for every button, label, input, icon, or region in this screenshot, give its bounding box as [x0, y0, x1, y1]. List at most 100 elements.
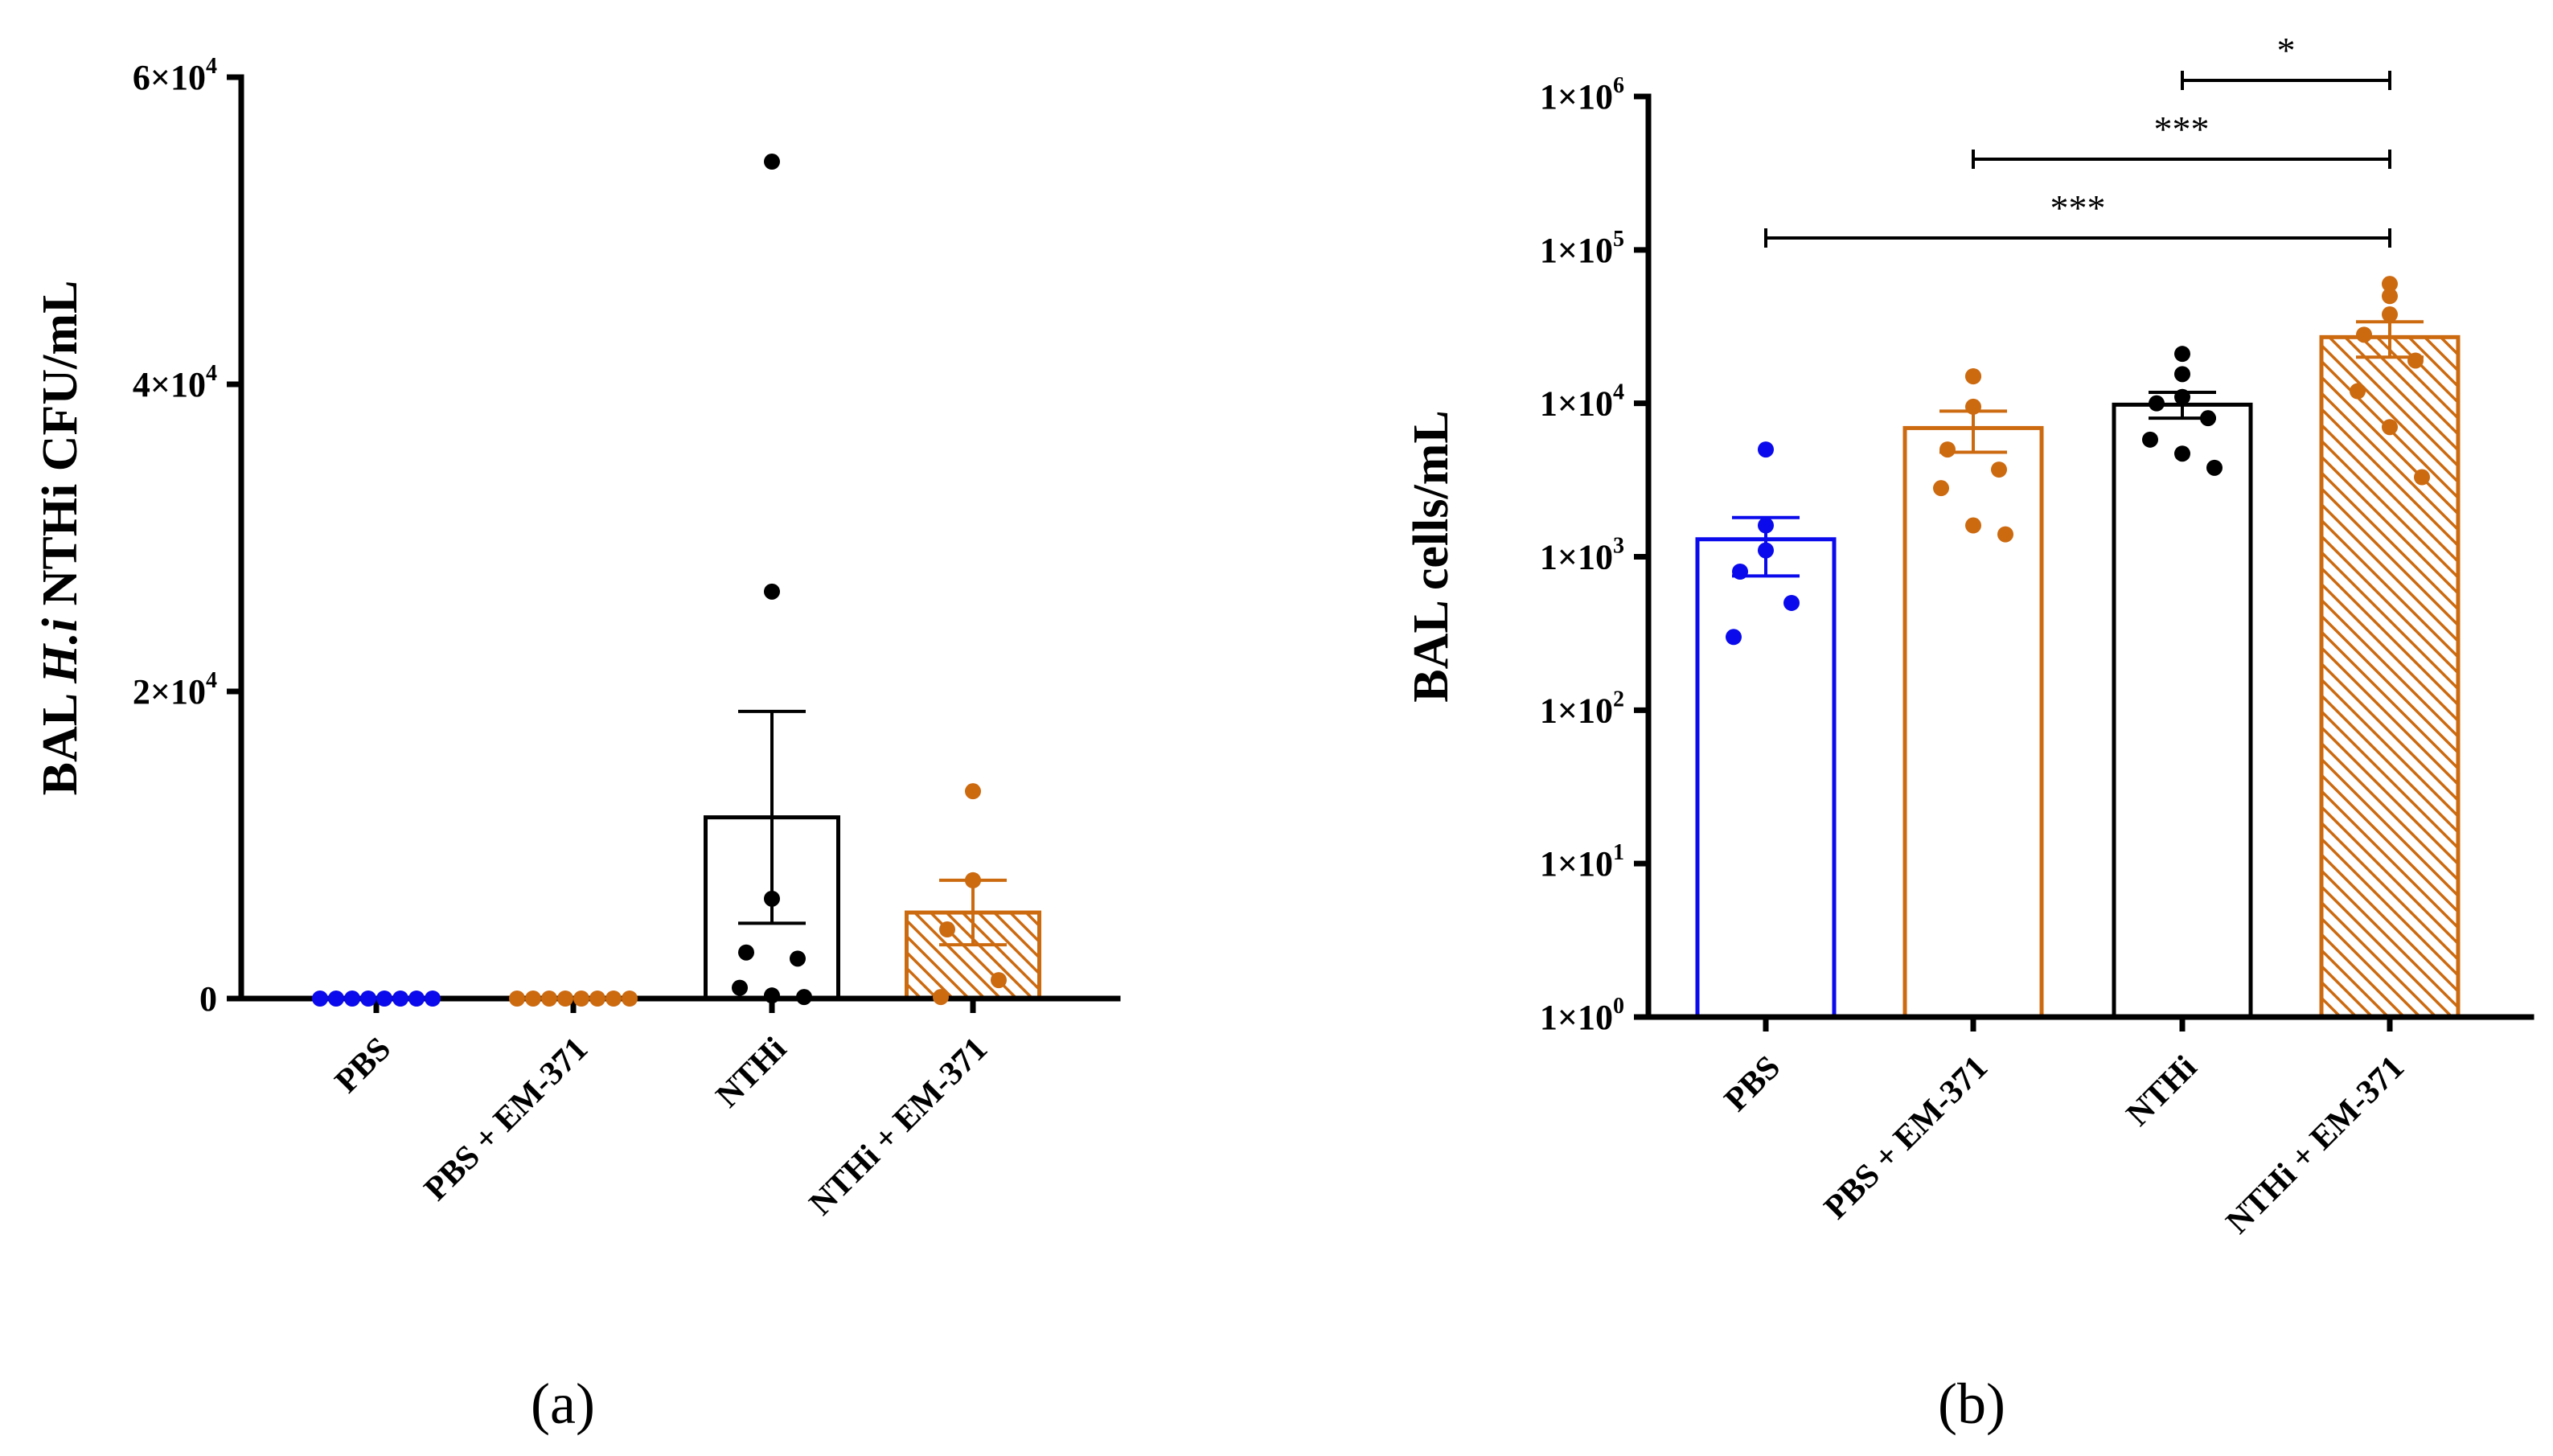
- data-point: [2174, 388, 2190, 405]
- y-tick-label-exponent: 0: [1613, 994, 1624, 1019]
- data-point: [991, 972, 1007, 989]
- y-tick-label-exponent: 2: [1613, 687, 1624, 712]
- data-point: [790, 950, 806, 967]
- data-point: [965, 783, 981, 800]
- y-tick-label-exponent: 1: [1613, 840, 1624, 865]
- y-tick-label-base: 1×10: [1540, 384, 1613, 424]
- data-point: [1758, 542, 1774, 559]
- data-point: [764, 154, 780, 170]
- data-point: [541, 990, 557, 1007]
- y-tick-label-base: 1×10: [1540, 538, 1613, 577]
- data-point: [1965, 517, 1981, 534]
- data-point: [2382, 276, 2398, 293]
- panel-label: (a): [531, 1372, 595, 1436]
- data-point: [2414, 469, 2430, 486]
- data-point: [1783, 594, 1800, 611]
- data-point: [738, 944, 754, 961]
- data-point: [344, 990, 360, 1007]
- data-point: [1732, 563, 1748, 580]
- y-tick-label-exponent: 4: [206, 668, 217, 693]
- data-point: [2206, 459, 2223, 476]
- data-point: [764, 890, 780, 907]
- data-point: [2174, 346, 2190, 363]
- data-point: [764, 583, 780, 600]
- data-point: [796, 989, 812, 1006]
- data-point: [939, 921, 955, 938]
- data-point: [2350, 383, 2366, 400]
- y-tick-label: 2×104: [133, 668, 217, 712]
- data-point: [1991, 461, 2007, 478]
- y-tick-label: 6×104: [133, 54, 217, 97]
- data-point: [312, 990, 328, 1007]
- y-tick-label: 0: [199, 979, 217, 1019]
- data-point: [2407, 352, 2424, 369]
- y-axis-label-part: H.i: [33, 618, 88, 684]
- y-tick-label-exponent: 3: [1613, 534, 1624, 559]
- x-tick-label: PBS: [328, 1031, 398, 1101]
- data-point: [1965, 398, 1981, 415]
- y-tick-label-exponent: 4: [1613, 380, 1624, 405]
- data-point: [376, 990, 392, 1007]
- data-point: [1758, 441, 1774, 458]
- bar-1: [1902, 425, 2044, 1019]
- data-point: [328, 990, 344, 1007]
- bar-2: [2112, 402, 2253, 1019]
- data-point: [2142, 431, 2158, 448]
- data-point: [2200, 410, 2216, 427]
- y-tick-label: 1×103: [1540, 534, 1624, 577]
- data-point: [605, 990, 622, 1007]
- data-point: [764, 987, 780, 1004]
- y-tick-label: 1×102: [1540, 687, 1624, 730]
- y-tick-label-base: 1×10: [1540, 691, 1613, 730]
- x-tick-label: NTHi + EM-371: [802, 1031, 995, 1223]
- data-point: [573, 990, 589, 1007]
- y-tick-label: 1×104: [1540, 380, 1624, 424]
- data-point: [2382, 306, 2398, 323]
- y-tick-label-exponent: 4: [206, 54, 217, 79]
- y-tick-label: 1×105: [1540, 227, 1624, 270]
- data-point: [2149, 395, 2165, 412]
- y-tick-label-base: 1×10: [1540, 998, 1613, 1037]
- y-tick-label: 1×106: [1540, 73, 1624, 117]
- data-point: [1933, 480, 1949, 497]
- y-axis-label-part: NTHi CFU/mL: [33, 281, 88, 618]
- data-point: [557, 990, 573, 1007]
- y-tick-label: 1×100: [1540, 994, 1624, 1037]
- y-tick-label-base: 0: [199, 979, 217, 1019]
- significance-label: ***: [2050, 187, 2106, 228]
- data-point: [1726, 629, 1742, 646]
- data-point: [732, 979, 748, 996]
- data-point: [589, 990, 605, 1007]
- data-point: [622, 990, 638, 1007]
- data-point: [2174, 445, 2190, 462]
- data-point: [1965, 368, 1981, 385]
- data-point: [1758, 517, 1774, 534]
- y-tick-label-base: 1×10: [1540, 231, 1613, 270]
- x-tick-label: NTHi: [2120, 1048, 2204, 1133]
- y-tick-label-exponent: 5: [1613, 227, 1624, 252]
- data-point: [392, 990, 408, 1007]
- y-tick-label: 4×104: [133, 361, 217, 404]
- y-tick-label-base: 6×10: [133, 58, 206, 97]
- x-tick-label: NTHi: [709, 1030, 794, 1114]
- x-tick-label: NTHi + EM-371: [2219, 1049, 2411, 1241]
- y-tick-label-exponent: 6: [1613, 73, 1624, 98]
- y-tick-label-base: 2×10: [133, 672, 206, 712]
- data-point: [408, 990, 425, 1007]
- y-tick-label-exponent: 4: [206, 361, 217, 386]
- data-point: [2382, 288, 2398, 305]
- x-tick-label: PBS + EM-371: [417, 1031, 595, 1208]
- x-tick-label: PBS + EM-371: [1817, 1049, 1995, 1227]
- data-point: [2356, 326, 2372, 343]
- significance-label: *: [2277, 30, 2296, 71]
- y-axis-label: BAL cells/mL: [1404, 410, 1459, 702]
- significance-label: ***: [2154, 109, 2210, 150]
- data-point: [2174, 366, 2190, 383]
- data-point: [525, 990, 541, 1007]
- data-point: [509, 990, 525, 1007]
- y-tick-label-base: 4×10: [133, 365, 206, 404]
- y-tick-label-base: 1×10: [1540, 844, 1613, 884]
